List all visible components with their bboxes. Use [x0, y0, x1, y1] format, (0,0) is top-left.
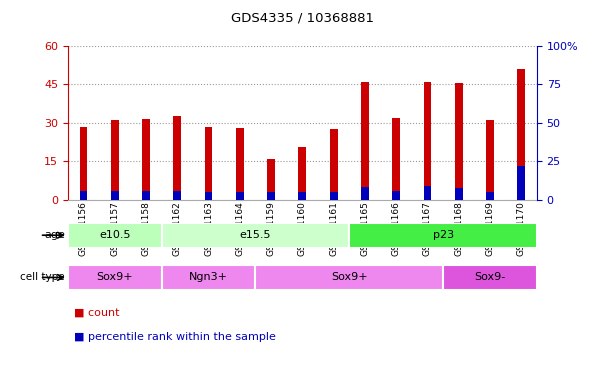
- Bar: [162, 223, 349, 248]
- Bar: [267, 192, 275, 200]
- Text: cell type: cell type: [20, 272, 65, 283]
- Bar: [68, 265, 162, 290]
- Bar: [111, 120, 119, 200]
- Bar: [455, 83, 463, 200]
- Bar: [236, 128, 244, 200]
- Bar: [299, 192, 306, 200]
- Bar: [455, 188, 463, 200]
- Text: e10.5: e10.5: [99, 230, 130, 240]
- Text: ■ percentile rank within the sample: ■ percentile rank within the sample: [74, 332, 276, 342]
- Bar: [142, 191, 150, 200]
- Bar: [349, 223, 537, 248]
- Bar: [255, 265, 443, 290]
- Bar: [424, 185, 431, 200]
- Bar: [80, 127, 87, 200]
- Bar: [111, 191, 119, 200]
- Bar: [517, 69, 525, 200]
- Text: Sox9+: Sox9+: [96, 272, 133, 283]
- Bar: [330, 192, 337, 200]
- Text: ■ count: ■ count: [74, 307, 119, 317]
- Bar: [267, 159, 275, 200]
- Bar: [173, 191, 181, 200]
- Bar: [361, 187, 369, 200]
- Text: Sox9-: Sox9-: [474, 272, 506, 283]
- Text: GDS4335 / 10368881: GDS4335 / 10368881: [231, 12, 374, 25]
- Bar: [205, 127, 212, 200]
- Bar: [424, 82, 431, 200]
- Bar: [299, 147, 306, 200]
- Bar: [443, 265, 537, 290]
- Bar: [162, 265, 255, 290]
- Bar: [173, 116, 181, 200]
- Text: Sox9+: Sox9+: [331, 272, 368, 283]
- Bar: [236, 192, 244, 200]
- Bar: [205, 192, 212, 200]
- Bar: [361, 82, 369, 200]
- Bar: [68, 223, 162, 248]
- Text: age: age: [44, 230, 65, 240]
- Bar: [486, 120, 494, 200]
- Bar: [80, 191, 87, 200]
- Text: p23: p23: [432, 230, 454, 240]
- Text: e15.5: e15.5: [240, 230, 271, 240]
- Bar: [330, 129, 337, 200]
- Text: Ngn3+: Ngn3+: [189, 272, 228, 283]
- Bar: [486, 192, 494, 200]
- Bar: [517, 166, 525, 200]
- Bar: [392, 191, 400, 200]
- Bar: [142, 119, 150, 200]
- Bar: [392, 118, 400, 200]
